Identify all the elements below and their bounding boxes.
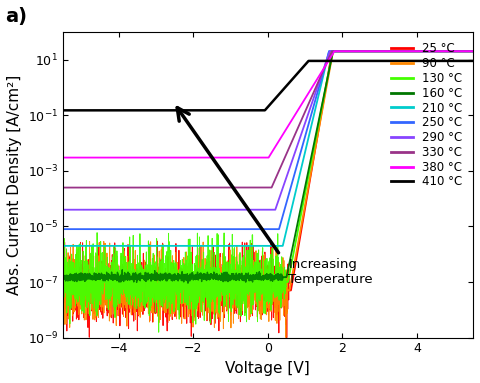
Legend: 25 °C, 90 °C, 130 °C, 160 °C, 210 °C, 250 °C, 290 °C, 330 °C, 380 °C, 410 °C: 25 °C, 90 °C, 130 °C, 160 °C, 210 °C, 25… [387, 38, 467, 193]
Y-axis label: Abs. Current Density [A/cm²]: Abs. Current Density [A/cm²] [7, 75, 22, 295]
X-axis label: Voltage [V]: Voltage [V] [226, 361, 310, 376]
Text: Increasing
Temperature: Increasing Temperature [288, 258, 373, 286]
Text: a): a) [5, 7, 27, 26]
